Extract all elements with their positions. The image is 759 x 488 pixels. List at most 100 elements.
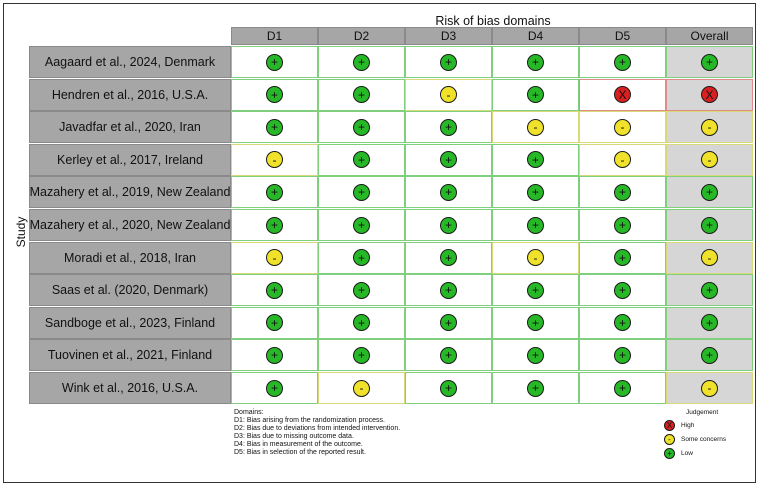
- domains-note-line: D1: Bias arising from the randomization …: [234, 417, 385, 424]
- low-risk-icon: +: [353, 151, 370, 169]
- judgement-cell-d3: -: [405, 78, 492, 111]
- judgement-cell-d5: +: [579, 339, 666, 372]
- low-risk-icon: +: [440, 151, 457, 169]
- judgement-cell-overall: -: [666, 372, 753, 404]
- judgement-cell-overall: X: [666, 78, 753, 111]
- judgement-cell-d2: +: [318, 46, 405, 78]
- judgement-cell-overall: +: [666, 209, 753, 241]
- judgement-cell-d4: +: [492, 209, 579, 241]
- low-risk-icon: +: [440, 183, 457, 201]
- judgement-cell-d1: +: [231, 78, 318, 111]
- low-risk-icon: +: [353, 314, 370, 332]
- some-risk-icon: -: [701, 151, 718, 169]
- figure-frame: Risk of bias domains Study D1 D2 D3 D4 D5 Ove…: [3, 3, 756, 483]
- judgement-cell-d4: +: [492, 176, 579, 209]
- column-header-d1: D1: [231, 27, 318, 45]
- judgement-cell-d4: +: [492, 306, 579, 339]
- low-risk-icon: +: [353, 249, 370, 267]
- study-label: Mazahery et al., 2020, New Zealand: [29, 209, 231, 241]
- low-risk-icon: +: [353, 216, 370, 234]
- domains-note-title: Domains:: [234, 409, 264, 416]
- judgement-cell-d1: -: [231, 241, 318, 274]
- chart-title: Risk of bias domains: [435, 14, 551, 28]
- low-risk-icon: +: [527, 314, 544, 332]
- judgement-cell-d1: +: [231, 111, 318, 144]
- low-risk-icon: +: [440, 314, 457, 332]
- low-risk-icon: +: [353, 86, 370, 104]
- some-risk-icon: -: [701, 379, 718, 397]
- study-label: Saas et al. (2020, Denmark): [29, 274, 231, 307]
- judgement-cell-d3: +: [405, 306, 492, 339]
- judgement-cell-d5: +: [579, 274, 666, 307]
- low-risk-icon: +: [266, 216, 283, 234]
- low-risk-icon: +: [440, 118, 457, 136]
- judgement-cell-d3: +: [405, 339, 492, 372]
- low-risk-icon: +: [266, 346, 283, 364]
- low-risk-icon: +: [266, 53, 283, 71]
- study-label: Mazahery et al., 2019, New Zealand: [29, 176, 231, 209]
- high-risk-icon: X: [664, 420, 675, 431]
- some-risk-icon: -: [701, 118, 718, 136]
- legend-title: Judgement: [686, 409, 719, 416]
- study-label: Javadfar et al., 2020, Iran: [29, 111, 231, 144]
- study-label: Moradi et al., 2018, Iran: [29, 241, 231, 274]
- some-risk-icon: -: [353, 379, 370, 397]
- judgement-cell-d4: -: [492, 111, 579, 144]
- low-risk-icon: +: [353, 53, 370, 71]
- judgement-legend: Judgement X High - Some concerns + Low: [659, 409, 726, 462]
- low-risk-icon: +: [527, 216, 544, 234]
- low-risk-icon: +: [266, 118, 283, 136]
- judgement-cell-d3: +: [405, 46, 492, 78]
- study-label: Hendren et al., 2016, U.S.A.: [29, 78, 231, 111]
- some-risk-icon: -: [614, 118, 631, 136]
- low-risk-icon: +: [701, 53, 718, 71]
- judgement-cell-d1: +: [231, 46, 318, 78]
- legend-item-low: + Low: [664, 448, 726, 459]
- low-risk-icon: +: [701, 281, 718, 299]
- column-header-d2: D2: [318, 27, 405, 45]
- judgement-cell-d3: +: [405, 274, 492, 307]
- judgement-cell-d1: +: [231, 339, 318, 372]
- judgement-cell-overall: +: [666, 339, 753, 372]
- low-risk-icon: +: [614, 346, 631, 364]
- low-risk-icon: +: [701, 346, 718, 364]
- domains-note-line: D2: Bias due to deviations from intended…: [234, 425, 401, 432]
- judgement-cell-d3: +: [405, 111, 492, 144]
- judgement-cell-d5: +: [579, 306, 666, 339]
- legend-item-label: Some concerns: [681, 436, 727, 443]
- judgement-cell-d1: -: [231, 143, 318, 176]
- judgement-cell-d5: +: [579, 46, 666, 78]
- judgement-cell-d2: +: [318, 176, 405, 209]
- judgement-cell-d2: +: [318, 209, 405, 241]
- low-risk-icon: +: [440, 53, 457, 71]
- legend-items: X High - Some concerns + Low: [659, 420, 726, 459]
- low-risk-icon: +: [614, 281, 631, 299]
- study-label: Tuovinen et al., 2021, Finland: [29, 339, 231, 372]
- judgement-cell-d4: +: [492, 46, 579, 78]
- low-risk-icon: +: [664, 448, 675, 459]
- low-risk-icon: +: [440, 379, 457, 397]
- low-risk-icon: +: [701, 216, 718, 234]
- domains-note-line: D4: Bias in measurement of the outcome.: [234, 441, 363, 448]
- judgement-cell-d2: +: [318, 274, 405, 307]
- domains-note-line: D3: Bias due to missing outcome data.: [234, 433, 354, 440]
- low-risk-icon: +: [353, 281, 370, 299]
- judgement-cell-overall: +: [666, 306, 753, 339]
- low-risk-icon: +: [266, 86, 283, 104]
- judgement-cell-overall: -: [666, 111, 753, 144]
- low-risk-icon: +: [266, 281, 283, 299]
- high-risk-icon: X: [701, 86, 718, 104]
- judgement-cell-d2: +: [318, 241, 405, 274]
- low-risk-icon: +: [527, 183, 544, 201]
- study-label: Aagaard et al., 2024, Denmark: [29, 46, 231, 78]
- low-risk-icon: +: [353, 118, 370, 136]
- judgement-cell-d4: +: [492, 339, 579, 372]
- legend-item-label: Low: [681, 450, 693, 457]
- judgement-cell-d1: +: [231, 372, 318, 404]
- column-header-d5: D5: [579, 27, 666, 45]
- low-risk-icon: +: [266, 183, 283, 201]
- judgement-cell-overall: -: [666, 241, 753, 274]
- judgement-cell-d5: -: [579, 111, 666, 144]
- judgement-cell-d2: +: [318, 111, 405, 144]
- some-risk-icon: -: [440, 86, 457, 104]
